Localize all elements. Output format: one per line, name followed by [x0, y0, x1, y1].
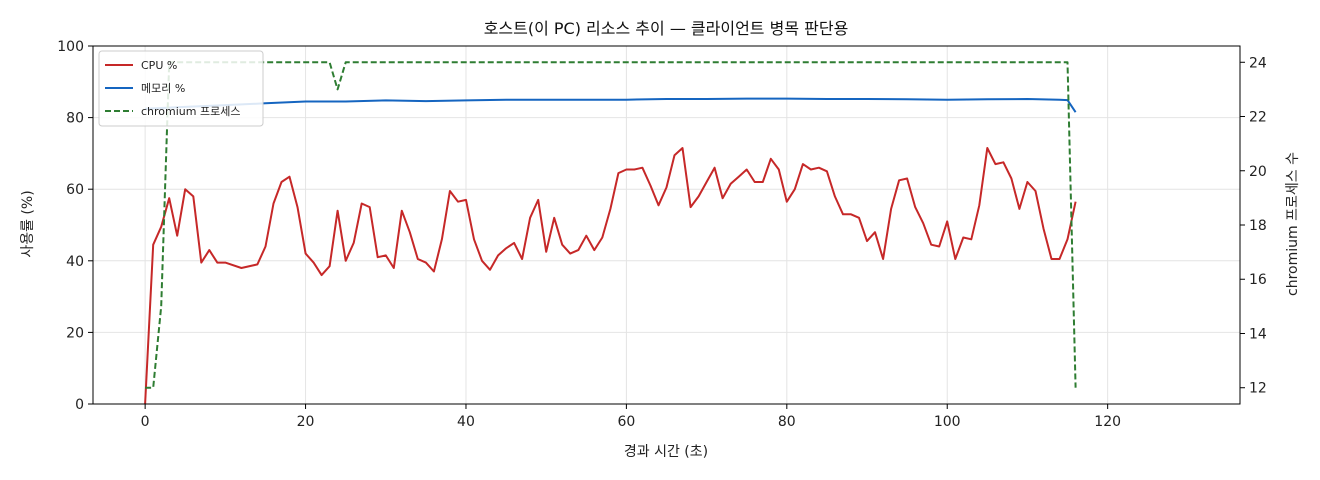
x-tick-label: 40	[457, 414, 475, 430]
legend-label: CPU %	[141, 59, 177, 72]
series-layer	[144, 61, 1077, 405]
y-axis-label: 사용률 (%)	[20, 190, 36, 257]
series-line-cpu-	[144, 147, 1077, 405]
chart-title: 호스트(이 PC) 리소스 추이 — 클라이언트 병목 판단용	[484, 19, 849, 38]
legend: CPU % 메모리 % chromium 프로세스	[98, 50, 264, 127]
y-tick-label: 20	[66, 325, 84, 341]
y2-axis-label: chromium 프로세스 수	[1285, 152, 1301, 296]
y2-tick-label: 14	[1249, 326, 1267, 342]
x-axis-label: 경과 시간 (초)	[624, 444, 708, 460]
y2-tick-label: 20	[1249, 164, 1267, 180]
x-tick-label: 60	[617, 414, 635, 430]
series-line-chromium-프로세스	[145, 61, 1077, 389]
x-tick-label: 100	[934, 414, 961, 430]
legend-box	[98, 50, 264, 127]
y-tick-label: 100	[57, 39, 84, 55]
y-tick-label: 80	[66, 111, 84, 127]
x-tick-label: 20	[297, 414, 315, 430]
y2-tick-label: 16	[1249, 272, 1267, 288]
y-tick-label: 40	[66, 254, 84, 270]
legend-label: 메모리 %	[141, 82, 185, 95]
legend-label: chromium 프로세스	[141, 105, 240, 118]
y2-tick-label: 12	[1249, 381, 1267, 397]
y-tick-label: 60	[66, 182, 84, 198]
series-line-메모리-	[145, 97, 1077, 113]
x-tick-label: 120	[1094, 414, 1121, 430]
x-tick-label: 80	[778, 414, 796, 430]
ticks: 0 20 40 60 80 100 120 0 20 40 60 80 100 12 14 16 18 20 22 2…	[57, 39, 1267, 430]
y2-tick-label: 24	[1249, 55, 1267, 71]
y2-tick-label: 18	[1249, 218, 1267, 234]
y2-tick-label: 22	[1249, 110, 1267, 126]
x-tick-label: 0	[141, 414, 150, 430]
y-tick-label: 0	[75, 397, 84, 413]
